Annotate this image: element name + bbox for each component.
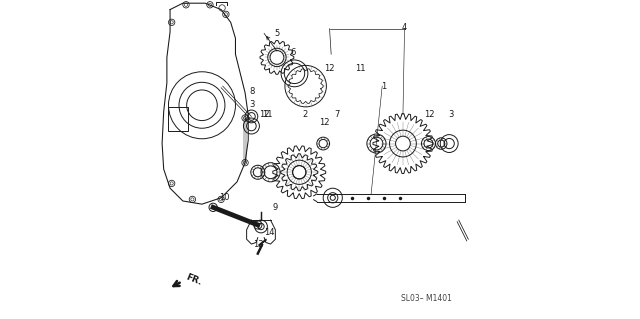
Text: 12: 12	[260, 110, 270, 119]
Text: 12: 12	[319, 118, 330, 127]
Text: 12: 12	[424, 110, 435, 119]
Text: 11: 11	[355, 64, 366, 73]
Text: 2: 2	[302, 110, 308, 119]
Text: 5: 5	[275, 29, 280, 38]
Text: 12: 12	[324, 64, 335, 73]
Text: 3: 3	[249, 100, 255, 109]
Text: FR.: FR.	[184, 273, 203, 287]
Text: 9: 9	[273, 203, 278, 212]
Text: 10: 10	[219, 193, 230, 202]
Text: 7: 7	[334, 110, 339, 119]
Text: 6: 6	[290, 48, 296, 57]
Text: 8: 8	[250, 87, 255, 96]
Text: 3: 3	[448, 110, 454, 119]
Text: 14: 14	[264, 228, 274, 237]
Text: SL03– M1401: SL03– M1401	[401, 294, 452, 303]
Text: 1: 1	[381, 82, 387, 91]
Text: 13: 13	[253, 240, 264, 249]
Text: 4: 4	[402, 23, 407, 32]
Text: 11: 11	[262, 110, 272, 119]
Bar	[168, 107, 188, 131]
